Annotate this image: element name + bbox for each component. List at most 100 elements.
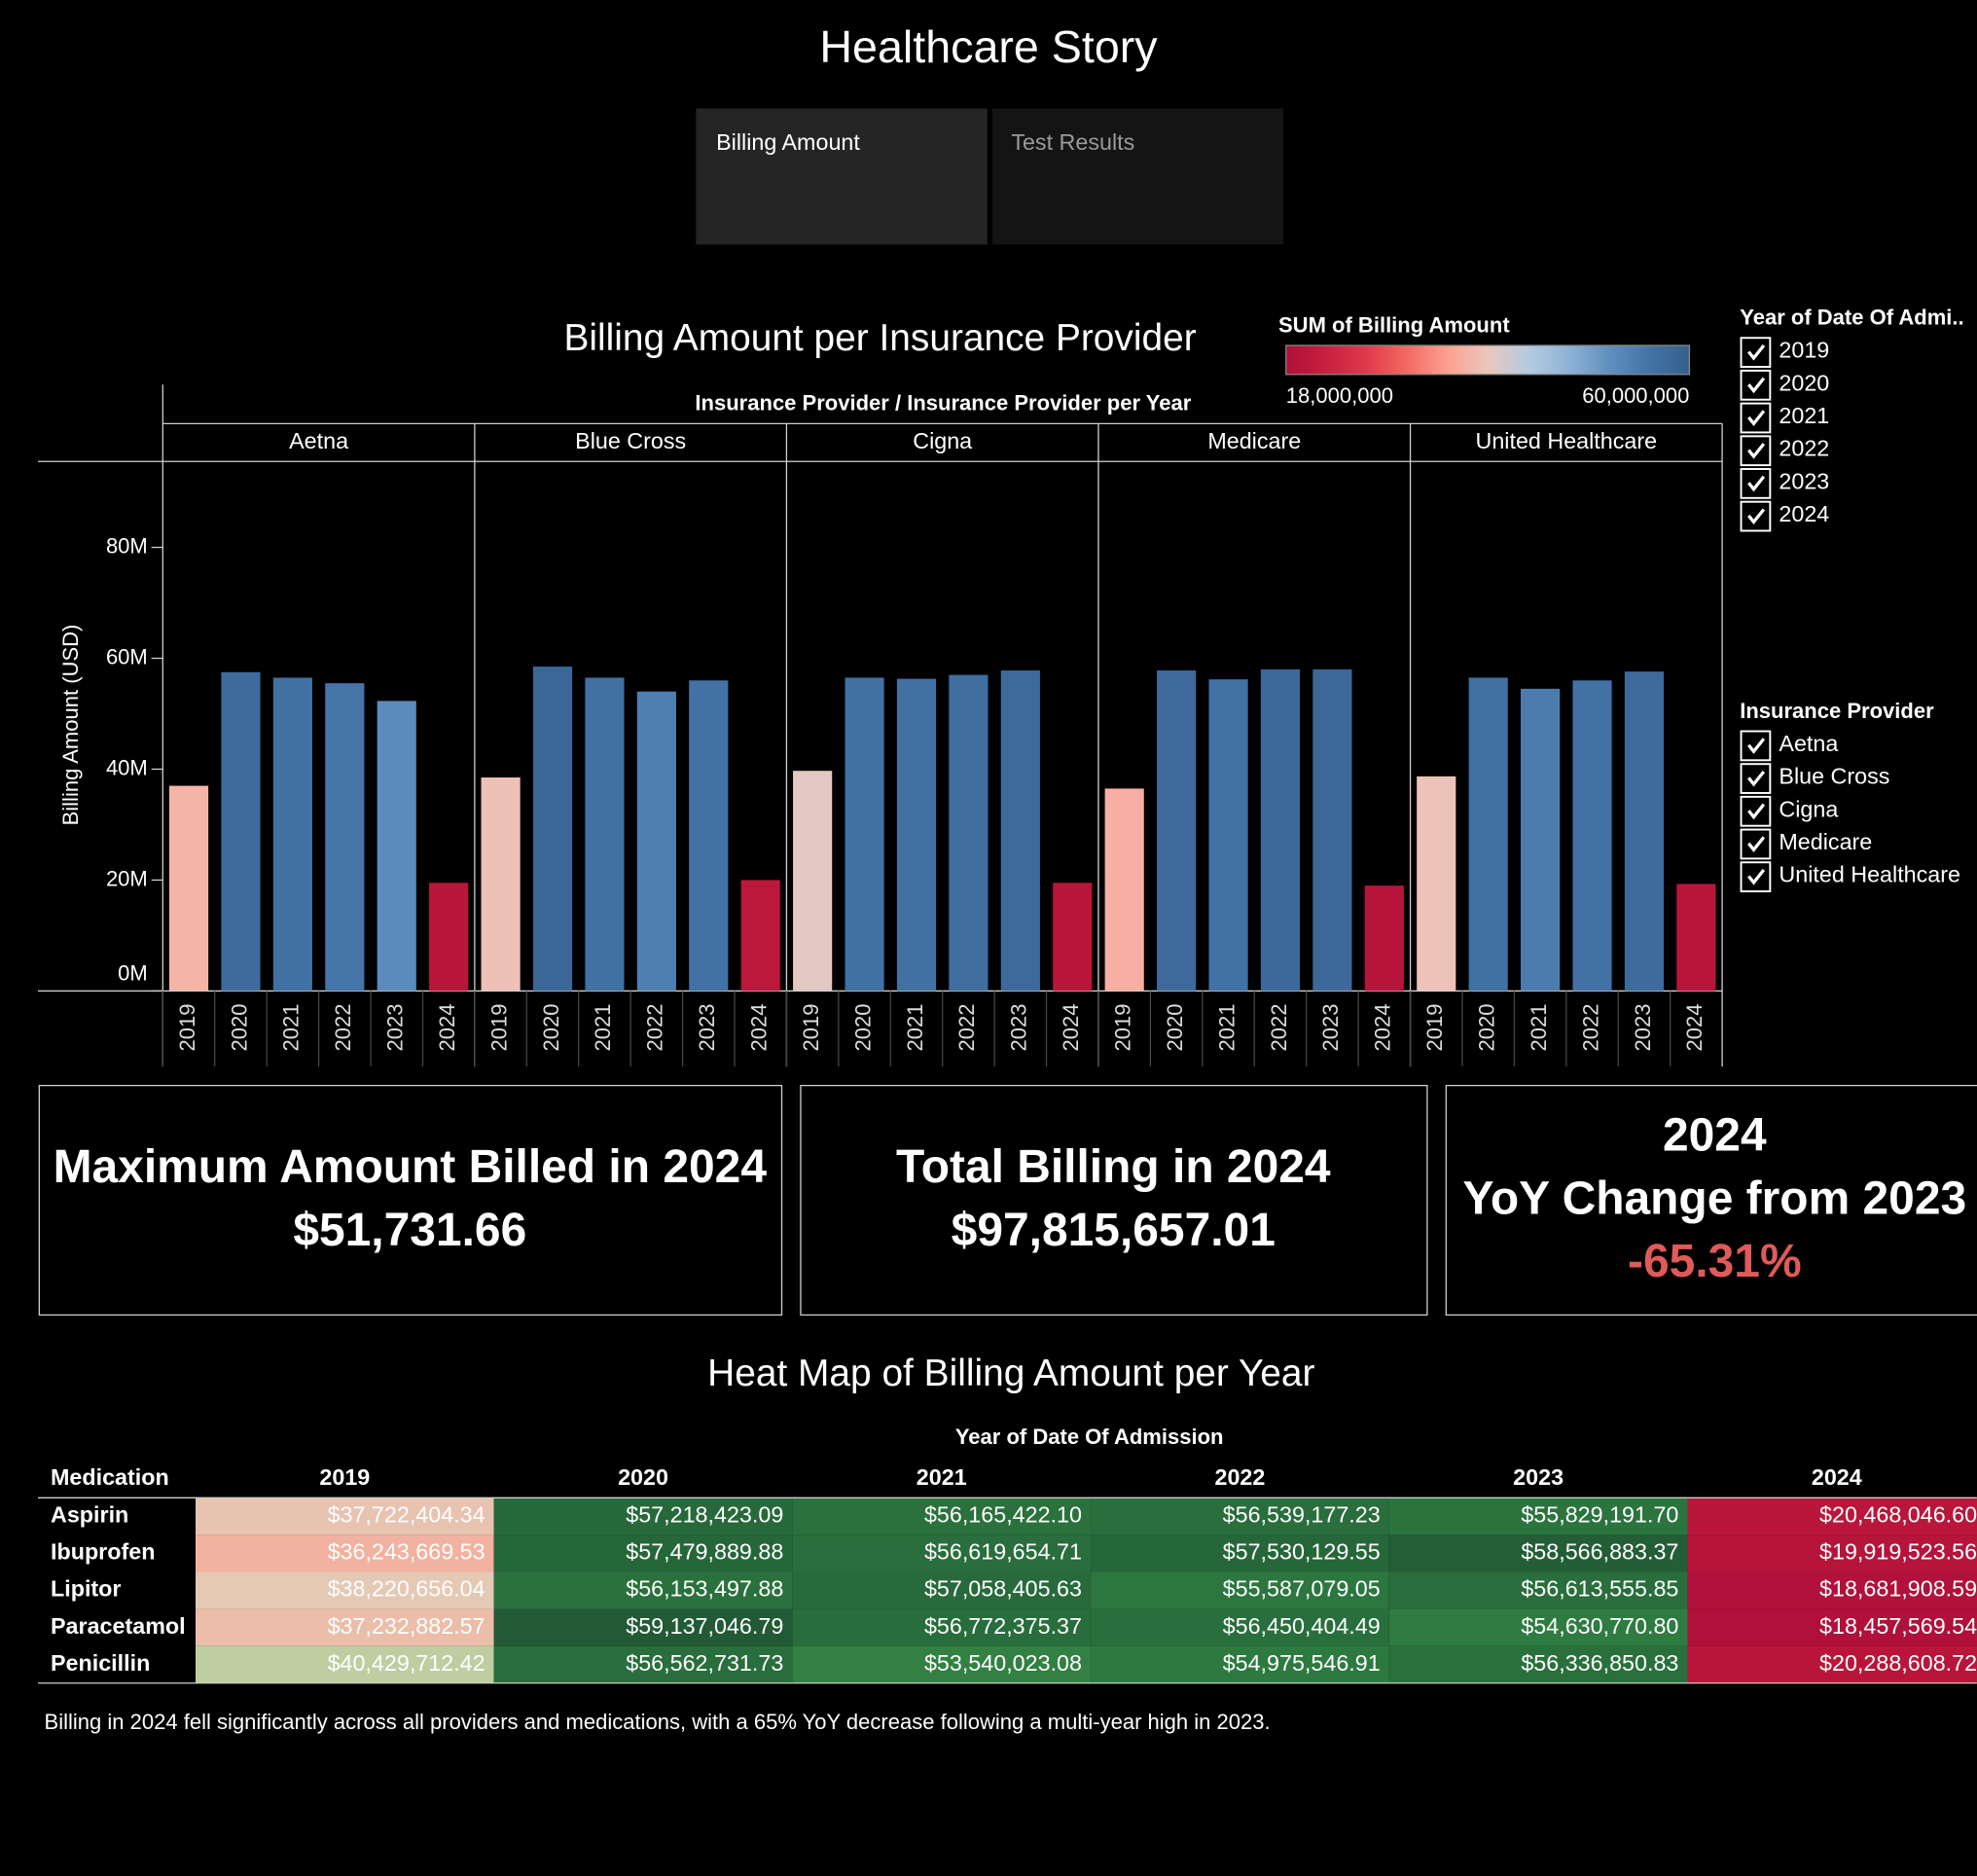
heat-cell [1687, 1497, 1977, 1535]
legend-max-label: 60,000,000 [1582, 383, 1689, 408]
checkbox[interactable] [1740, 861, 1772, 893]
kpi-box [38, 1084, 783, 1317]
kpi-label: 2024 [1663, 1110, 1767, 1162]
heat-cell [1687, 1608, 1977, 1646]
panel-label: Cigna [913, 428, 972, 453]
y-tick-label: 80M [106, 533, 148, 558]
cell-label: $18,681,908.59 [1819, 1576, 1977, 1602]
panel-label: Medicare [1207, 428, 1301, 453]
cell-label: $58,566,883.37 [1521, 1539, 1678, 1565]
filter-item[interactable]: Medicare [1779, 829, 1872, 854]
bar [1364, 885, 1404, 992]
x-tick-label: 2021 [1214, 1004, 1239, 1052]
cell-label: $56,165,422.10 [924, 1501, 1082, 1527]
checkbox[interactable] [1740, 763, 1772, 794]
filter-item[interactable]: Blue Cross [1779, 764, 1889, 789]
checkbox[interactable] [1740, 500, 1772, 532]
heat-cell [196, 1534, 494, 1572]
panel-label: Blue Cross [575, 428, 686, 453]
heat-cell [493, 1608, 793, 1646]
checkmark [1747, 836, 1766, 852]
checkbox[interactable] [1740, 369, 1772, 401]
filter-item[interactable]: Cigna [1779, 796, 1838, 821]
tab-label[interactable]: Billing Amount [716, 129, 860, 155]
cell-label: $40,429,712.42 [328, 1650, 485, 1676]
heat-cell [792, 1497, 1092, 1535]
filter-item[interactable]: 2023 [1779, 468, 1829, 493]
filter-item[interactable]: 2022 [1779, 436, 1829, 461]
checkbox[interactable] [1740, 730, 1772, 762]
heat-cell [196, 1645, 494, 1683]
kpi-box [800, 1084, 1428, 1317]
bar [585, 677, 625, 992]
kpi-label: Maximum Amount Billed in 2024 [54, 1141, 768, 1193]
cell-label: $56,336,850.83 [1521, 1650, 1678, 1676]
kpi-label: YoY Change from 2023 [1462, 1172, 1966, 1224]
bar [325, 683, 365, 992]
cell-label: $54,630,770.80 [1521, 1613, 1678, 1639]
bar [949, 674, 988, 992]
checkbox[interactable] [1740, 402, 1772, 434]
column-label: 2023 [1513, 1464, 1564, 1490]
column-label: 2022 [1214, 1464, 1265, 1490]
filter-item[interactable]: 2024 [1779, 501, 1829, 526]
x-tick-label: 2023 [383, 1004, 408, 1052]
bar [1312, 668, 1352, 992]
bar [1572, 680, 1612, 992]
bar [1260, 668, 1301, 992]
row-label: Aspirin [51, 1501, 128, 1527]
bar [1000, 670, 1040, 992]
x-tick-label: 2022 [643, 1004, 667, 1052]
filter-item[interactable]: 2019 [1779, 338, 1829, 363]
filter-item[interactable]: United Healthcare [1779, 862, 1960, 887]
filter-item[interactable]: 2020 [1779, 370, 1829, 395]
row-label: Ibuprofen [51, 1539, 155, 1565]
checkbox[interactable] [1740, 337, 1772, 369]
checkbox[interactable] [1740, 468, 1772, 499]
legend-title: SUM of Billing Amount [1278, 312, 1510, 337]
x-tick-label: 2019 [175, 1004, 199, 1052]
heat-cell [1091, 1608, 1389, 1646]
x-tick-label: 2024 [1371, 1004, 1395, 1052]
legend-min-label: 18,000,000 [1286, 383, 1393, 408]
cell-label: $56,539,177.23 [1223, 1501, 1381, 1527]
cell-label: $59,137,046.79 [626, 1613, 783, 1639]
cell-label: $55,829,191.70 [1521, 1501, 1678, 1527]
heat-cell [1388, 1645, 1688, 1683]
checkbox[interactable] [1740, 828, 1772, 860]
checkmark [1747, 344, 1766, 361]
tab[interactable] [991, 108, 1284, 245]
bar [168, 785, 209, 992]
heat-cell [1388, 1497, 1688, 1535]
column-label: 2020 [618, 1464, 668, 1490]
tab-label[interactable]: Test Results [1011, 129, 1134, 155]
x-tick-label: 2023 [1631, 1004, 1655, 1052]
bar [1157, 670, 1197, 992]
filter-item[interactable]: Aetna [1779, 731, 1838, 756]
filter-title: Year of Date Of Admi.. [1740, 306, 1963, 330]
filter-item[interactable]: 2021 [1779, 403, 1829, 428]
heat-cell [196, 1571, 494, 1609]
y-tick-label: 60M [106, 644, 148, 668]
heat-cell [196, 1608, 494, 1646]
kpi-box [1445, 1084, 1977, 1317]
cell-label: $20,468,046.60 [1819, 1501, 1977, 1527]
tab-active[interactable] [696, 108, 988, 245]
bar [1417, 776, 1456, 992]
x-tick-label: 2019 [486, 1004, 511, 1052]
heat-cell [792, 1645, 1092, 1683]
heat-cell [493, 1497, 793, 1535]
heat-cell [1687, 1571, 1977, 1609]
heat-cell [792, 1534, 1092, 1572]
bar [532, 667, 573, 992]
bar [272, 677, 312, 992]
cell-label: $57,218,423.09 [626, 1501, 783, 1527]
checkbox[interactable] [1740, 435, 1772, 467]
bar [793, 771, 833, 992]
x-tick-label: 2021 [1527, 1004, 1551, 1052]
panel-label: United Healthcare [1476, 428, 1658, 453]
checkmark [1747, 803, 1766, 820]
checkbox[interactable] [1740, 795, 1772, 827]
checkmark [1747, 770, 1766, 787]
